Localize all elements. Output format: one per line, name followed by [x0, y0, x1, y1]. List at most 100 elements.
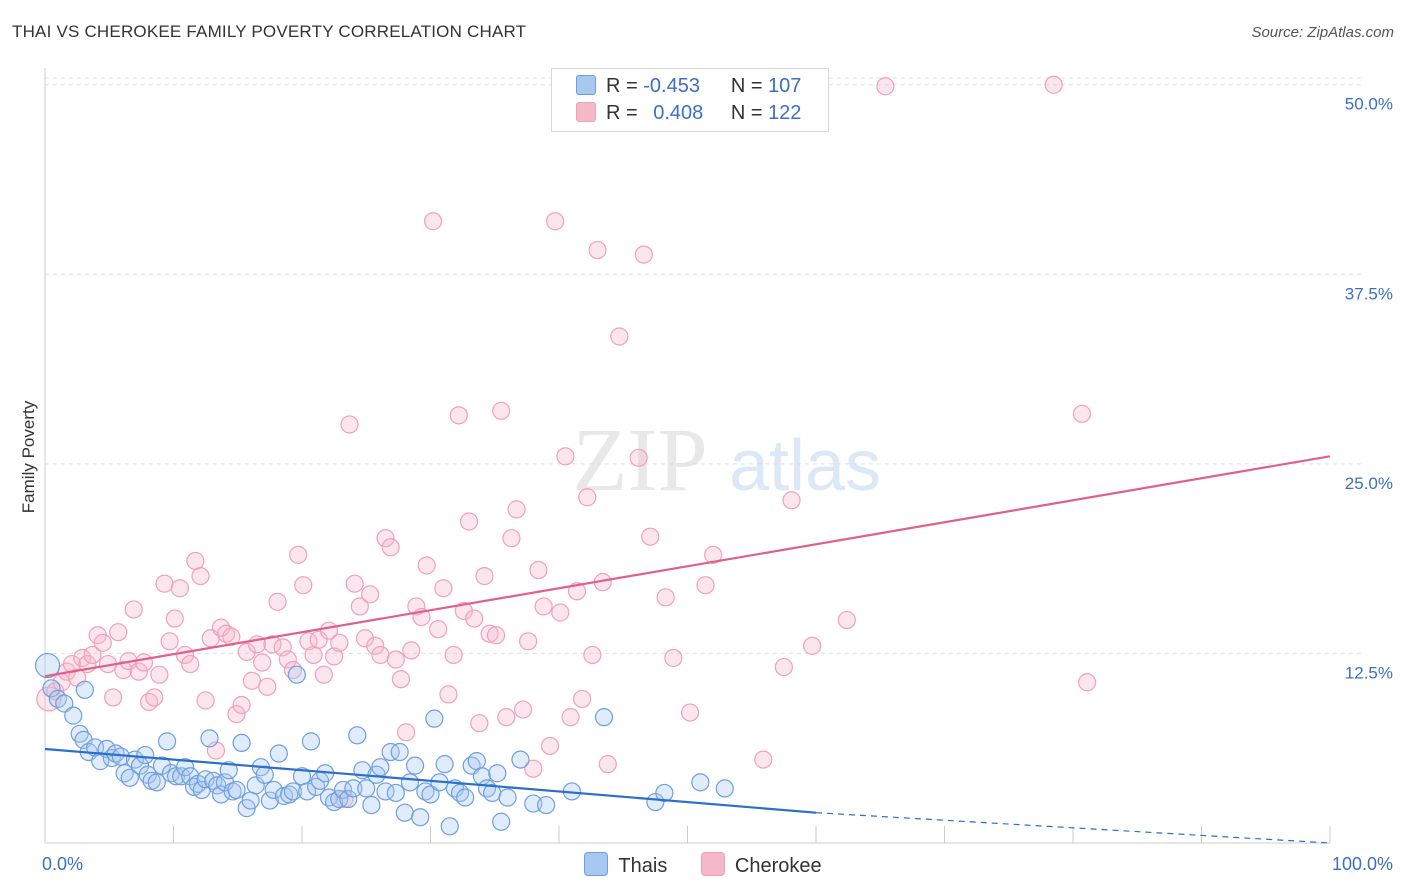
data-point-thais: [136, 745, 155, 765]
data-point-thais: [196, 770, 215, 789]
data-point-cherokee: [610, 327, 629, 346]
data-point-cherokee: [186, 551, 205, 571]
data-point-cherokee: [588, 240, 607, 260]
data-point-thais: [655, 783, 674, 803]
data-point-cherokee: [439, 685, 458, 704]
data-point-cherokee: [381, 538, 400, 557]
data-point-cherokee: [556, 447, 575, 466]
data-point-cherokee: [371, 645, 390, 665]
data-point-thais: [269, 744, 288, 763]
data-point-cherokee: [656, 588, 675, 607]
data-point-cherokee: [170, 579, 190, 598]
data-point-cherokee: [534, 597, 553, 616]
data-point-cherokee: [402, 641, 421, 660]
thais-swatch: [576, 75, 596, 95]
data-point-cherokee: [232, 695, 251, 715]
thais-n-value: 107: [768, 75, 802, 97]
data-point-thais: [371, 758, 390, 777]
trend-lines: [44, 455, 1331, 844]
y-tick-label: 50.0%: [1345, 95, 1393, 114]
legend-item-cherokee: Cherokee: [700, 852, 822, 878]
axes: [44, 68, 1331, 844]
data-point-cherokee: [330, 633, 349, 652]
data-point-cherokee: [165, 609, 184, 628]
data-point-thais: [395, 803, 414, 822]
data-point-thais: [411, 808, 430, 827]
data-point-cherokee: [304, 645, 323, 665]
data-point-thais: [227, 780, 246, 800]
stats-legend-row-cherokee: R = 0.408 N = 122: [576, 102, 801, 126]
data-point-thais: [344, 779, 363, 798]
data-point-cherokee: [459, 512, 479, 531]
data-point-thais: [691, 773, 710, 792]
data-point-cherokee: [396, 723, 416, 742]
data-point-cherokee: [696, 576, 715, 595]
data-point-thais: [435, 755, 454, 774]
data-point-cherokee: [465, 609, 484, 628]
data-point-cherokee: [407, 597, 426, 616]
data-point-cherokee: [345, 574, 364, 593]
data-point-cherokee: [634, 245, 653, 264]
watermark-atlas: atlas: [729, 426, 881, 506]
data-point-thais: [421, 785, 440, 804]
x-tick-label: 100.0%: [1332, 854, 1393, 874]
chart-source: Source: ZipAtlas.com: [1251, 24, 1394, 41]
data-point-cherokee: [109, 623, 128, 642]
data-point-cherokee: [519, 632, 538, 651]
legend-cherokee-label: Cherokee: [734, 855, 822, 877]
data-point-cherokee: [546, 212, 565, 231]
cherokee-n-value: 122: [768, 102, 802, 124]
data-point-cherokee: [641, 527, 660, 546]
data-point-cherokee: [1072, 404, 1092, 423]
data-point-cherokee: [93, 633, 112, 652]
data-point-cherokee: [540, 736, 560, 756]
data-point-thais: [511, 750, 530, 769]
data-point-cherokee: [429, 620, 448, 639]
data-point-thais: [34, 652, 61, 679]
data-point-cherokee: [492, 401, 511, 420]
data-point-thais: [64, 706, 83, 725]
data-point-cherokee: [361, 585, 380, 604]
data-point-cherokee: [497, 708, 516, 727]
data-point-cherokee: [513, 700, 533, 719]
gridlines: [45, 77, 1365, 654]
data-point-thais: [405, 756, 425, 775]
thais-n-label: N =: [730, 75, 763, 97]
data-point-thais: [537, 795, 556, 815]
x-tick-label: 0.0%: [42, 854, 83, 874]
data-point-thais: [456, 788, 475, 807]
y-tick-label: 12.5%: [1345, 663, 1393, 682]
data-point-thais: [348, 726, 367, 745]
data-point-cherokee: [475, 566, 494, 586]
series-legend: Thais Cherokee: [0, 852, 1406, 878]
data-point-cherokee: [470, 714, 489, 733]
data-point-cherokee: [449, 406, 468, 425]
data-point-thais: [157, 732, 177, 751]
data-point-cherokee: [114, 661, 133, 680]
data-point-thais: [232, 733, 251, 753]
data-point-cherokee: [325, 647, 344, 666]
data-point-cherokee: [391, 670, 411, 689]
data-point-cherokee: [578, 488, 597, 507]
data-point-cherokee: [876, 77, 895, 96]
data-point-cherokee: [507, 500, 526, 519]
data-point-thais: [55, 694, 74, 713]
data-point-cherokee: [417, 556, 436, 575]
data-point-cherokee: [454, 601, 474, 621]
data-point-cherokee: [376, 529, 395, 548]
data-point-cherokee: [567, 582, 587, 601]
data-point-cherokee: [217, 624, 236, 643]
data-point-cherokee: [258, 677, 277, 696]
data-point-thais: [386, 783, 405, 803]
data-point-cherokee: [242, 671, 261, 690]
data-point-thais: [492, 812, 511, 831]
thais-r-value: -0.453: [643, 75, 700, 97]
data-point-thais: [260, 791, 279, 810]
data-point-cherokee: [386, 650, 405, 669]
data-point-cherokee: [104, 688, 123, 707]
data-point-cherokee: [134, 653, 154, 672]
data-point-thais: [283, 782, 303, 801]
data-point-cherokee: [486, 626, 506, 645]
data-point-thais: [181, 767, 200, 786]
data-point-cherokee: [366, 636, 385, 655]
